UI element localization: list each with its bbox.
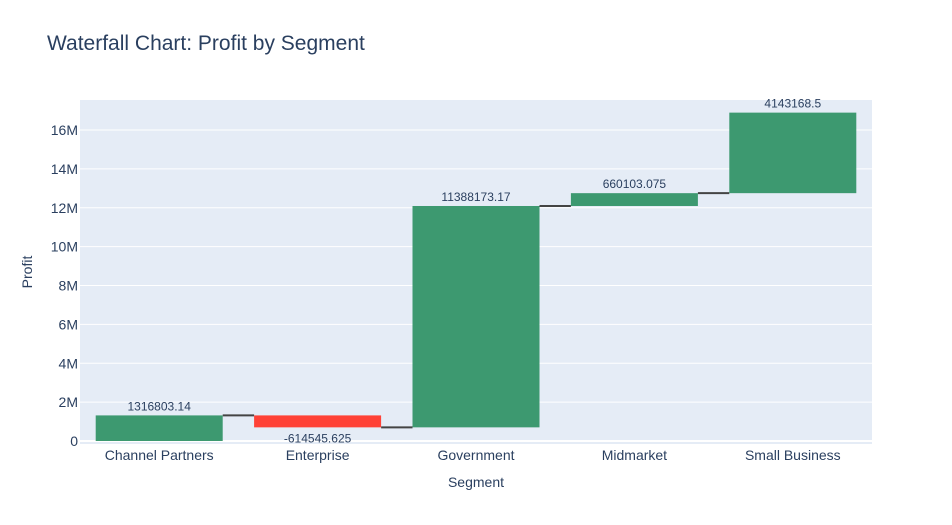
x-tick-label: Government [437,447,514,463]
bar-enterprise [254,415,382,428]
bar-channel-partners [95,415,223,441]
x-tick-label: Small Business [745,447,841,463]
data-label: 4143168.5 [764,97,821,111]
chart-title: Waterfall Chart: Profit by Segment [47,32,365,55]
data-label: 11388173.17 [441,190,511,204]
y-tick-label: 16M [51,122,78,138]
bar-midmarket [570,193,698,206]
y-tick-label: 4M [59,355,78,371]
x-axis-ticks: Channel Partners Enterprise Government Midm… [105,447,841,463]
y-tick-label: 8M [59,278,78,294]
connectors [222,192,730,429]
bar-small-business [729,112,857,194]
data-label: 1316803.14 [127,399,191,413]
y-axis-ticks: 0 2M 4M 6M 8M 10M 12M 14M 16M [51,122,78,449]
y-tick-label: 0 [70,433,78,449]
y-tick-label: 12M [51,200,78,216]
data-label: -614545.625 [284,431,352,445]
y-tick-label: 10M [51,239,78,255]
y-axis-title: Profit [19,256,35,289]
x-tick-label: Enterprise [286,447,350,463]
x-axis-title: Segment [448,474,504,490]
data-labels: 1316803.14 -614545.625 11388173.17 660103.0… [127,97,821,446]
y-tick-label: 6M [59,316,78,332]
x-tick-label: Channel Partners [105,447,214,463]
y-tick-label: 2M [59,394,78,410]
bar-government [412,205,540,428]
y-tick-label: 14M [51,161,78,177]
bars [95,112,857,441]
data-label: 660103.075 [603,177,667,191]
x-tick-label: Midmarket [602,447,667,463]
